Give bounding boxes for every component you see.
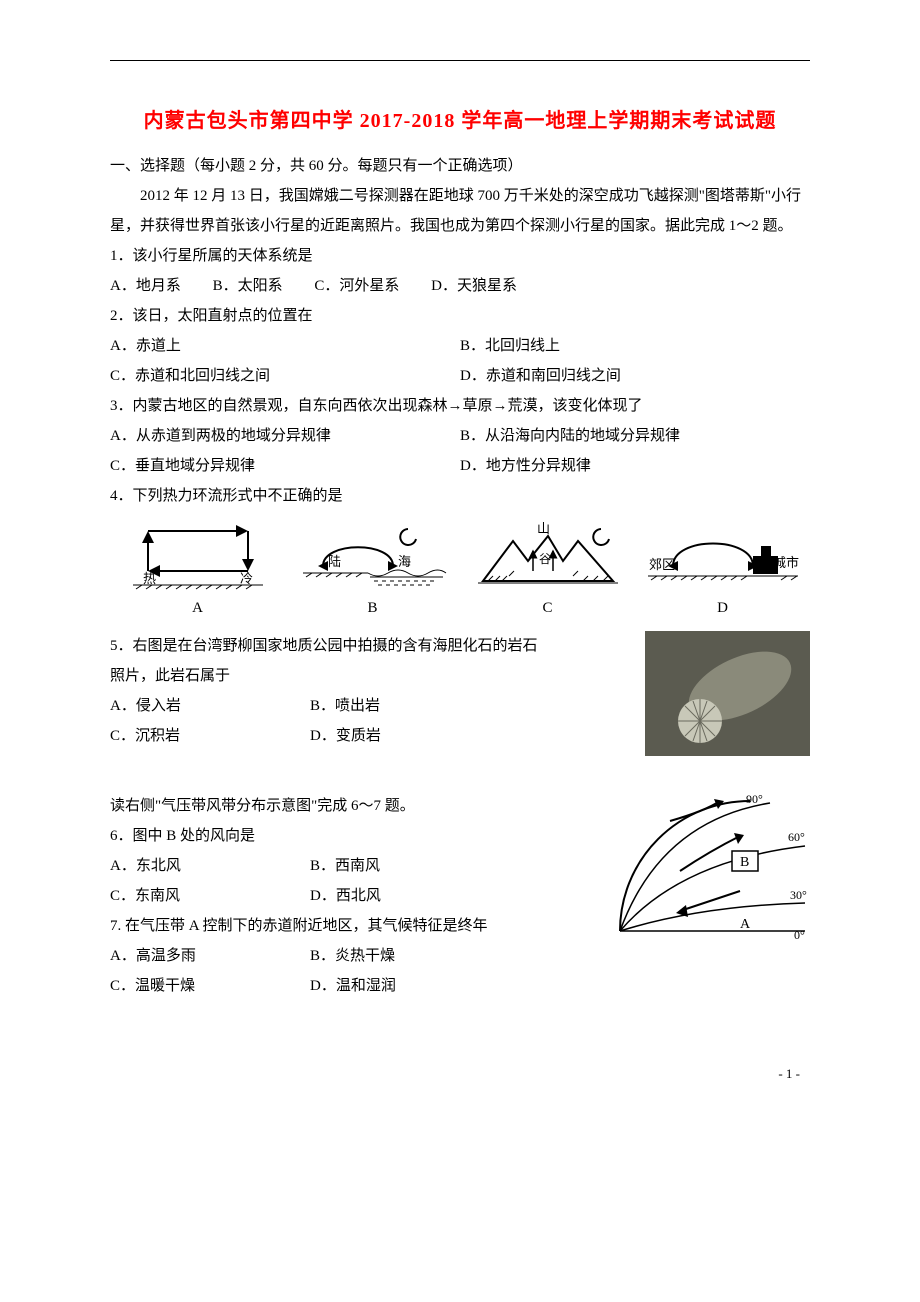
thermal-circ-b-icon: 陆 海 <box>298 521 448 591</box>
q7-options-row1: A．高温多雨 B．炎热干燥 <box>110 941 510 971</box>
thermal-circ-c-icon: 山 谷 <box>473 521 623 591</box>
q2-opt-c: C．赤道和北回归线之间 <box>110 361 460 391</box>
svg-text:热: 热 <box>143 571 156 586</box>
svg-text:30°: 30° <box>790 888 807 902</box>
q5-opt-b: B．喷出岩 <box>310 691 510 721</box>
svg-text:郊区: 郊区 <box>649 557 675 572</box>
q4-fig-d: 郊区 城市 D <box>635 521 810 623</box>
q3-options-row2: C．垂直地域分异规律 D．地方性分异规律 <box>110 451 810 481</box>
svg-text:60°: 60° <box>788 830 805 844</box>
svg-text:城市: 城市 <box>773 555 799 570</box>
q5-opt-c: C．沉积岩 <box>110 721 310 751</box>
q1-opt-b: B．太阳系 <box>213 271 283 301</box>
q4-fig-c: 山 谷 C <box>460 521 635 623</box>
page-number: - 1 - <box>110 1061 810 1087</box>
wind-diagram: B A 90° 60° 30° 0° <box>610 791 810 952</box>
q7-opt-c: C．温暖干燥 <box>110 971 310 1001</box>
fossil-photo-icon <box>645 631 810 756</box>
q2-opt-a: A．赤道上 <box>110 331 460 361</box>
q1-stem: 1．该小行星所属的天体系统是 <box>110 241 810 271</box>
q3-opt-a: A．从赤道到两极的地域分异规律 <box>110 421 460 451</box>
thermal-circ-d-icon: 郊区 城市 <box>643 521 803 591</box>
q3-stem: 3．内蒙古地区的自然景观，自东向西依次出现森林→草原→荒漠，该变化体现了 <box>110 391 810 421</box>
svg-text:B: B <box>740 855 749 870</box>
q7-opt-d: D．温和湿润 <box>310 971 510 1001</box>
svg-text:A: A <box>740 917 751 932</box>
q3-options-row1: A．从赤道到两极的地域分异规律 B．从沿海向内陆的地域分异规律 <box>110 421 810 451</box>
q1-options: A．地月系 B．太阳系 C．河外星系 D．天狼星系 <box>110 271 810 301</box>
q2-stem: 2．该日，太阳直射点的位置在 <box>110 301 810 331</box>
svg-text:冷: 冷 <box>240 571 253 586</box>
q4-fig-c-label: C <box>460 593 635 623</box>
q2-opt-d: D．赤道和南回归线之间 <box>460 361 810 391</box>
q1-opt-d: D．天狼星系 <box>431 271 517 301</box>
svg-text:陆: 陆 <box>328 554 341 569</box>
q6-options-row1: A．东北风 B．西南风 <box>110 851 510 881</box>
q1-opt-a: A．地月系 <box>110 271 181 301</box>
svg-text:海: 海 <box>398 554 411 569</box>
q6-opt-d: D．西北风 <box>310 881 510 911</box>
q5-photo <box>645 631 810 767</box>
q5-options-row2: C．沉积岩 D．变质岩 <box>110 721 510 751</box>
svg-text:0°: 0° <box>794 928 805 941</box>
q1-opt-c: C．河外星系 <box>314 271 399 301</box>
svg-text:90°: 90° <box>746 792 763 806</box>
q7-options-row2: C．温暖干燥 D．温和湿润 <box>110 971 510 1001</box>
pressure-belt-icon: B A 90° 60° 30° 0° <box>610 791 810 941</box>
passage-1: 2012 年 12 月 13 日，我国嫦娥二号探测器在距地球 700 万千米处的… <box>110 181 810 241</box>
q4-fig-a-label: A <box>110 593 285 623</box>
q6-opt-a: A．东北风 <box>110 851 310 881</box>
q2-opt-b: B．北回归线上 <box>460 331 810 361</box>
q2-options-row2: C．赤道和北回归线之间 D．赤道和南回归线之间 <box>110 361 810 391</box>
q4-fig-b-label: B <box>285 593 460 623</box>
q3-opt-d: D．地方性分异规律 <box>460 451 810 481</box>
page-title: 内蒙古包头市第四中学 2017-2018 学年高一地理上学期期末考试试题 <box>110 101 810 141</box>
section-heading: 一、选择题（每小题 2 分，共 60 分。每题只有一个正确选项） <box>110 151 810 181</box>
q5-opt-d: D．变质岩 <box>310 721 510 751</box>
q4-fig-a: 热 冷 A <box>110 521 285 623</box>
svg-text:谷: 谷 <box>539 552 551 566</box>
q4-fig-d-label: D <box>635 593 810 623</box>
q5-opt-a: A．侵入岩 <box>110 691 310 721</box>
thermal-circ-a-icon: 热 冷 <box>128 521 268 591</box>
q4-figures: 热 冷 A 陆 海 B <box>110 521 810 623</box>
q7-opt-b: B．炎热干燥 <box>310 941 510 971</box>
svg-text:山: 山 <box>537 521 550 536</box>
q6-options-row2: C．东南风 D．西北风 <box>110 881 510 911</box>
q3-opt-c: C．垂直地域分异规律 <box>110 451 460 481</box>
q6-opt-b: B．西南风 <box>310 851 510 881</box>
q5-options-row1: A．侵入岩 B．喷出岩 <box>110 691 510 721</box>
q7-opt-a: A．高温多雨 <box>110 941 310 971</box>
top-rule <box>110 60 810 61</box>
q4-stem: 4．下列热力环流形式中不正确的是 <box>110 481 810 511</box>
q6-opt-c: C．东南风 <box>110 881 310 911</box>
q2-options-row1: A．赤道上 B．北回归线上 <box>110 331 810 361</box>
q3-opt-b: B．从沿海向内陆的地域分异规律 <box>460 421 810 451</box>
q4-fig-b: 陆 海 B <box>285 521 460 623</box>
